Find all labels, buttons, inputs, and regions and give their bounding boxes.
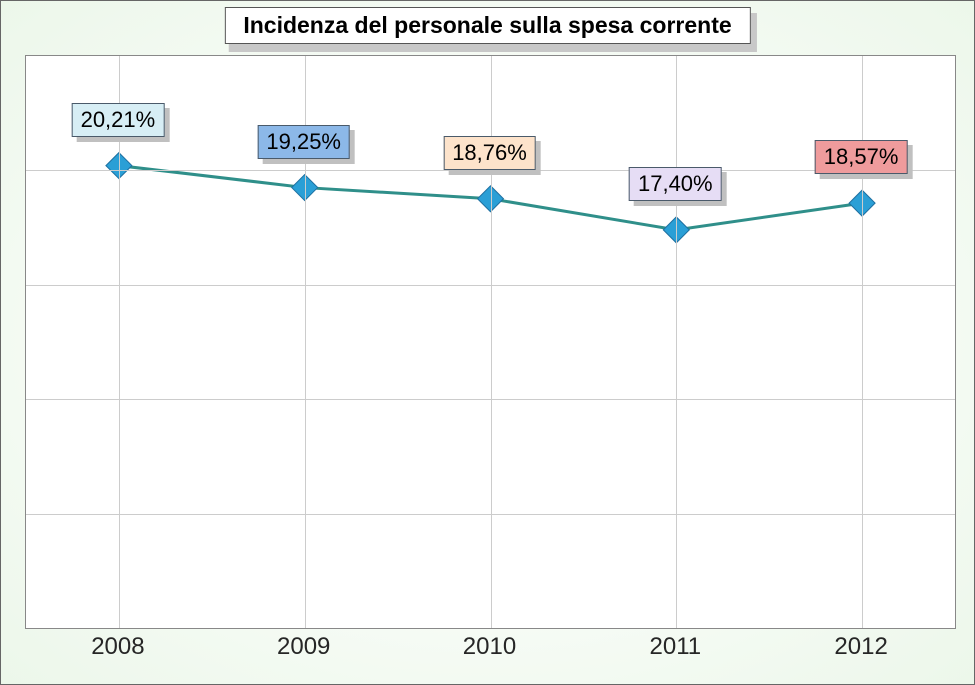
chart-title-text: Incidenza del personale sulla spesa corr… — [243, 12, 731, 38]
data-label: 20,21% — [72, 103, 165, 137]
x-axis-label: 2008 — [91, 633, 144, 661]
grid-line-vertical — [119, 56, 120, 628]
data-label: 18,57% — [815, 140, 908, 174]
data-label: 17,40% — [629, 167, 722, 201]
data-label: 19,25% — [257, 125, 350, 159]
x-axis-label: 2012 — [834, 633, 887, 661]
chart-title: Incidenza del personale sulla spesa corr… — [224, 7, 750, 44]
grid-line-horizontal — [26, 399, 955, 400]
data-label: 18,76% — [443, 136, 536, 170]
chart-container: Incidenza del personale sulla spesa corr… — [0, 0, 975, 685]
x-axis-label: 2010 — [463, 633, 516, 661]
grid-line-vertical — [676, 56, 677, 628]
x-axis-label: 2011 — [649, 633, 701, 661]
grid-line-horizontal — [26, 285, 955, 286]
grid-line-horizontal — [26, 514, 955, 515]
x-axis-label: 2009 — [277, 633, 330, 661]
